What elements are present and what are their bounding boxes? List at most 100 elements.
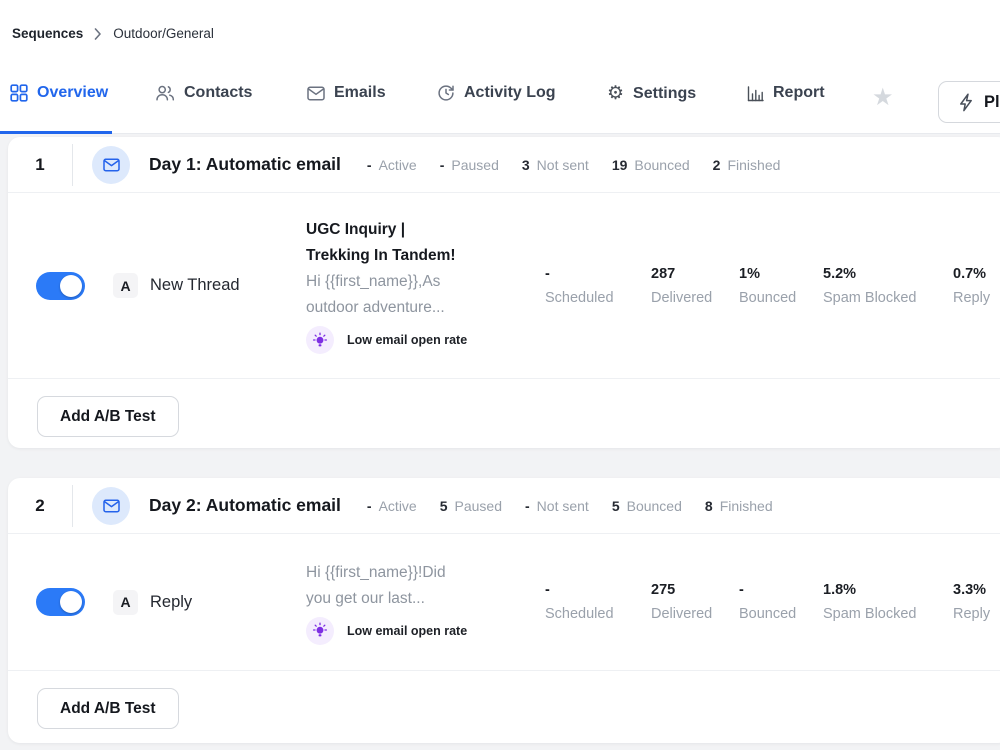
- envelope-icon: [102, 157, 120, 172]
- summary-label: Not sent: [536, 497, 589, 514]
- bar-chart-icon: [747, 85, 764, 101]
- stat-value: 5.2%: [823, 265, 857, 282]
- summary-value: 5: [439, 497, 448, 514]
- lightbulb-icon: [312, 332, 328, 346]
- summary-active: - Active: [367, 157, 417, 173]
- star-icon[interactable]: ★: [872, 84, 894, 111]
- add-ab-test-button[interactable]: Add A/B Test: [37, 396, 179, 437]
- breadcrumb-sequences[interactable]: Sequences: [12, 26, 84, 41]
- tab-emails-label: Emails: [334, 84, 386, 101]
- variant-type[interactable]: New Thread: [150, 276, 240, 294]
- variant-row: A New Thread UGC Inquiry | Trekking In T…: [8, 193, 1000, 378]
- stat-label: Delivered: [651, 606, 713, 622]
- chevron-right-icon: [94, 27, 102, 40]
- stat-value: 1.8%: [823, 582, 857, 598]
- tab-report[interactable]: Report: [747, 84, 825, 102]
- step-footer: Add A/B Test: [8, 670, 1000, 729]
- tab-overview-label: Overview: [37, 84, 109, 101]
- stat-bounced: 1% Bounced: [739, 266, 823, 306]
- warning-badge: Low email open rate: [306, 616, 486, 645]
- step-title: Day 1: Automatic email: [149, 154, 341, 174]
- stat-value: -: [739, 582, 744, 598]
- stat-bounced: - Bounced: [739, 582, 823, 622]
- summary-label: Paused: [454, 497, 502, 514]
- email-step-icon: [92, 145, 130, 184]
- toggle-knob: [60, 591, 82, 613]
- lightbulb-icon: [312, 622, 328, 637]
- variant-toggle[interactable]: [36, 271, 85, 300]
- stat-label: Bounced: [739, 289, 797, 306]
- summary-value: 3: [521, 156, 530, 173]
- variant-stats: - Scheduled 275 Delivered - Bounced 1.8% Spa…: [545, 582, 1000, 622]
- tab-settings[interactable]: ⚙ Settings: [607, 84, 696, 103]
- summary-label: Active: [378, 156, 417, 173]
- variant-controls: A Reply: [36, 588, 306, 616]
- tab-activity-log-label: Activity Log: [464, 84, 556, 101]
- step-summary: - Active - Paused 3 Not sent 19 Bounced 2 Fin…: [367, 157, 780, 173]
- bulb-icon-circle: [306, 326, 334, 354]
- summary-value: -: [366, 497, 372, 514]
- email-preview-text: Hi {{first_name}},As outdoor adventure..…: [306, 273, 445, 316]
- stat-label: Spam Blocked: [823, 289, 917, 306]
- stat-value: 3.3%: [953, 582, 987, 598]
- variant-badge: A: [113, 589, 138, 615]
- summary-not-sent: 3 Not sent: [522, 157, 589, 173]
- stat-delivered: 275 Delivered: [651, 582, 739, 622]
- tab-report-label: Report: [773, 84, 825, 101]
- sequence-step-card-1: 1 Day 1: Automatic email - Active - Paused…: [8, 137, 1000, 448]
- email-preview[interactable]: Hi {{first_name}}!Did you get our last..…: [306, 560, 486, 645]
- stat-label: Delivered: [651, 289, 713, 306]
- summary-value: -: [525, 497, 530, 514]
- play-button[interactable]: Pl: [938, 81, 1000, 123]
- sequence-step-card-2: 2 Day 2: Automatic email - Active 5 Paused…: [8, 478, 1000, 743]
- stat-value: 0.7%: [953, 265, 987, 282]
- step-title: Day 2: Automatic email: [149, 495, 341, 515]
- stat-scheduled: - Scheduled: [545, 266, 651, 306]
- tab-contacts[interactable]: Contacts: [155, 84, 252, 102]
- summary-value: -: [439, 156, 445, 173]
- stat-label: Reply: [953, 606, 991, 622]
- step-footer: Add A/B Test: [8, 378, 1000, 437]
- contacts-icon: [156, 85, 175, 101]
- stat-reply: 0.7% Reply: [953, 266, 1000, 306]
- summary-finished: 8 Finished: [705, 498, 773, 514]
- tab-emails[interactable]: Emails: [307, 84, 386, 102]
- stat-delivered: 287 Delivered: [651, 266, 739, 306]
- summary-not-sent: - Not sent: [525, 498, 589, 514]
- stat-label: Spam Blocked: [823, 606, 917, 622]
- email-step-icon: [92, 486, 130, 525]
- stat-label: Reply: [953, 289, 991, 306]
- tab-settings-label: Settings: [633, 84, 697, 102]
- play-button-label: Pl: [984, 92, 1000, 111]
- toggle-knob: [60, 274, 82, 297]
- tab-bar: Overview Contacts Emails: [0, 60, 1000, 134]
- stat-value: 275: [651, 582, 676, 598]
- variant-badge: A: [113, 273, 138, 298]
- tab-overview[interactable]: Overview: [10, 84, 108, 102]
- summary-paused: - Paused: [440, 157, 499, 173]
- email-subject: UGC Inquiry | Trekking In Tandem!: [306, 221, 456, 264]
- summary-bounced: 19 Bounced: [612, 157, 690, 173]
- header-divider: [72, 143, 73, 186]
- warning-badge: Low email open rate: [306, 326, 486, 354]
- add-ab-test-button[interactable]: Add A/B Test: [37, 688, 179, 729]
- summary-value: 19: [611, 156, 628, 173]
- summary-bounced: 5 Bounced: [612, 498, 682, 514]
- breadcrumb: Sequences Outdoor/General: [12, 26, 214, 41]
- stat-scheduled: - Scheduled: [545, 582, 651, 622]
- stat-label: Scheduled: [545, 289, 614, 306]
- stat-label: Scheduled: [545, 606, 614, 622]
- tab-activity-log[interactable]: Activity Log: [437, 84, 556, 102]
- gear-icon: ⚙: [607, 83, 625, 104]
- step-summary: - Active 5 Paused - Not sent 5 Bounced 8 Fini…: [367, 498, 773, 514]
- variant-type[interactable]: Reply: [150, 592, 193, 611]
- summary-label: Not sent: [536, 156, 589, 173]
- email-preview-text: Hi {{first_name}}!Did you get our last..…: [306, 563, 446, 607]
- variant-toggle[interactable]: [36, 588, 85, 616]
- email-preview[interactable]: UGC Inquiry | Trekking In Tandem! Hi {{f…: [306, 217, 486, 354]
- stat-spam-blocked: 1.8% Spam Blocked: [823, 582, 953, 622]
- envelope-icon: [307, 86, 325, 100]
- summary-value: 8: [704, 497, 713, 514]
- summary-label: Bounced: [634, 156, 690, 173]
- summary-label: Bounced: [626, 497, 682, 514]
